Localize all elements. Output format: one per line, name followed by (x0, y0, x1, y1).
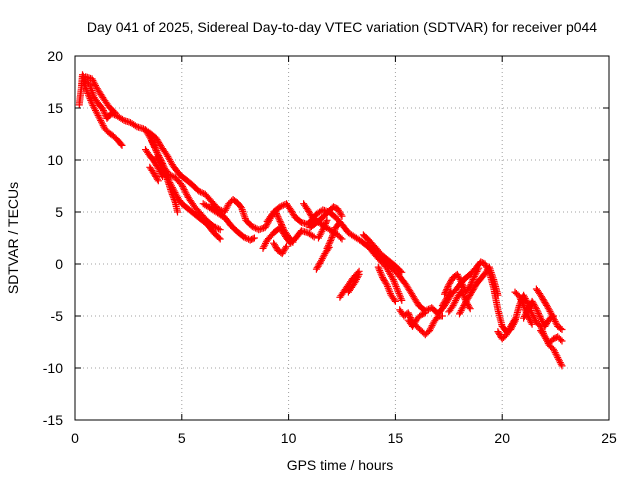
data-point-trace (441, 264, 483, 298)
plot-frame (74, 55, 610, 421)
y-axis-title: SDTVAR / TECUs (5, 182, 21, 294)
data-point-trace (494, 315, 519, 343)
x-tick-label: 0 (71, 430, 79, 446)
y-tick-label: 15 (47, 100, 63, 116)
x-tick-label: 20 (494, 430, 510, 446)
y-tick-label: 10 (47, 152, 63, 168)
x-tick-label: 25 (601, 430, 617, 446)
y-tick-label: 20 (47, 48, 63, 64)
data-point-trace (364, 241, 406, 304)
data-point-trace (537, 327, 566, 347)
data-point-trace (374, 263, 399, 305)
data-point-trace (438, 287, 455, 310)
data-point-trace (199, 200, 226, 220)
x-tick-label: 10 (281, 430, 297, 446)
axis-ticks: 0 5 10 15 20 25 -15 -10 -5 0 5 10 15 20 (43, 48, 617, 446)
data-point-trace (359, 231, 406, 276)
x-axis-title: GPS time / hours (287, 457, 394, 473)
data-point-trace (511, 288, 536, 328)
x-tick-label: 15 (388, 430, 404, 446)
data-point-trace (80, 78, 126, 149)
data-point-trace (344, 270, 363, 296)
x-tick-label: 5 (178, 430, 186, 446)
data-point-trace (532, 285, 566, 333)
data-point-trace (142, 146, 167, 181)
chart-title: Day 041 of 2025, Sidereal Day-to-day VTE… (87, 19, 597, 35)
data-point-trace (146, 163, 162, 185)
data-point-trace (456, 263, 502, 318)
data-point-trace (152, 153, 224, 243)
data-series (75, 71, 566, 370)
y-tick-label: 0 (55, 256, 63, 272)
data-point-trace (82, 73, 120, 117)
y-tick-label: -15 (43, 412, 63, 428)
data-point-trace (404, 309, 429, 330)
data-point-trace (312, 243, 333, 273)
data-point-trace (270, 239, 290, 258)
data-point-trace (396, 306, 446, 339)
data-point-trace (315, 216, 331, 242)
y-tick-label: 5 (55, 204, 63, 220)
y-tick-label: -10 (43, 360, 63, 376)
y-tick-label: -5 (51, 308, 64, 324)
data-point-trace (263, 208, 297, 246)
data-point-trace (306, 203, 346, 232)
